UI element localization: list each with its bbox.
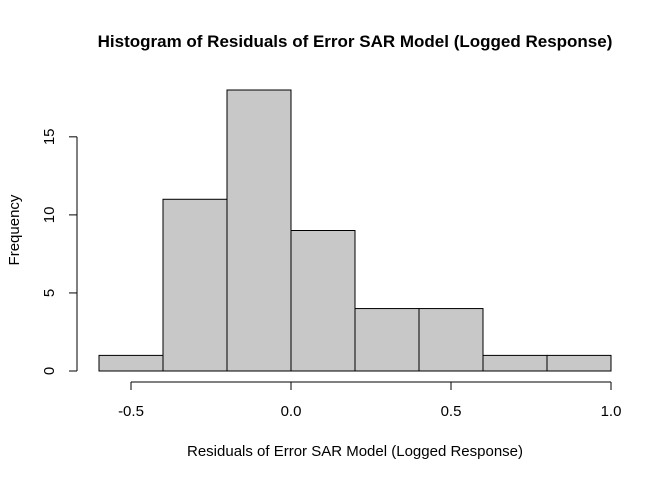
x-tick-label-3: 1.0 bbox=[601, 403, 622, 420]
x-axis-label: Residuals of Error SAR Model (Logged Res… bbox=[187, 443, 523, 460]
histogram-bar-4 bbox=[354, 308, 420, 372]
y-tick-label-1: 5 bbox=[41, 289, 58, 297]
histogram-bar-1 bbox=[162, 198, 228, 372]
chart-title: Histogram of Residuals of Error SAR Mode… bbox=[98, 32, 613, 51]
y-tick-label-0: 0 bbox=[41, 367, 58, 375]
bars-group bbox=[98, 89, 612, 372]
histogram-bar-2 bbox=[226, 89, 292, 372]
x-axis: -0.5 0.0 0.5 1.0 bbox=[118, 381, 622, 420]
y-tick-label-2: 10 bbox=[41, 207, 58, 224]
histogram-bar-0 bbox=[98, 354, 164, 372]
y-tick-label-3: 15 bbox=[41, 128, 58, 145]
x-tick-label-2: 0.5 bbox=[441, 403, 462, 420]
histogram-bar-7 bbox=[546, 354, 612, 372]
histogram-bar-6 bbox=[482, 354, 548, 372]
histogram-bar-3 bbox=[290, 230, 356, 372]
x-tick-label-0: -0.5 bbox=[118, 403, 144, 420]
y-axis: 0 5 10 15 bbox=[41, 128, 78, 375]
y-axis-label: Frequency bbox=[6, 194, 23, 265]
x-tick-label-1: 0.0 bbox=[281, 403, 302, 420]
histogram-bar-5 bbox=[418, 308, 484, 372]
